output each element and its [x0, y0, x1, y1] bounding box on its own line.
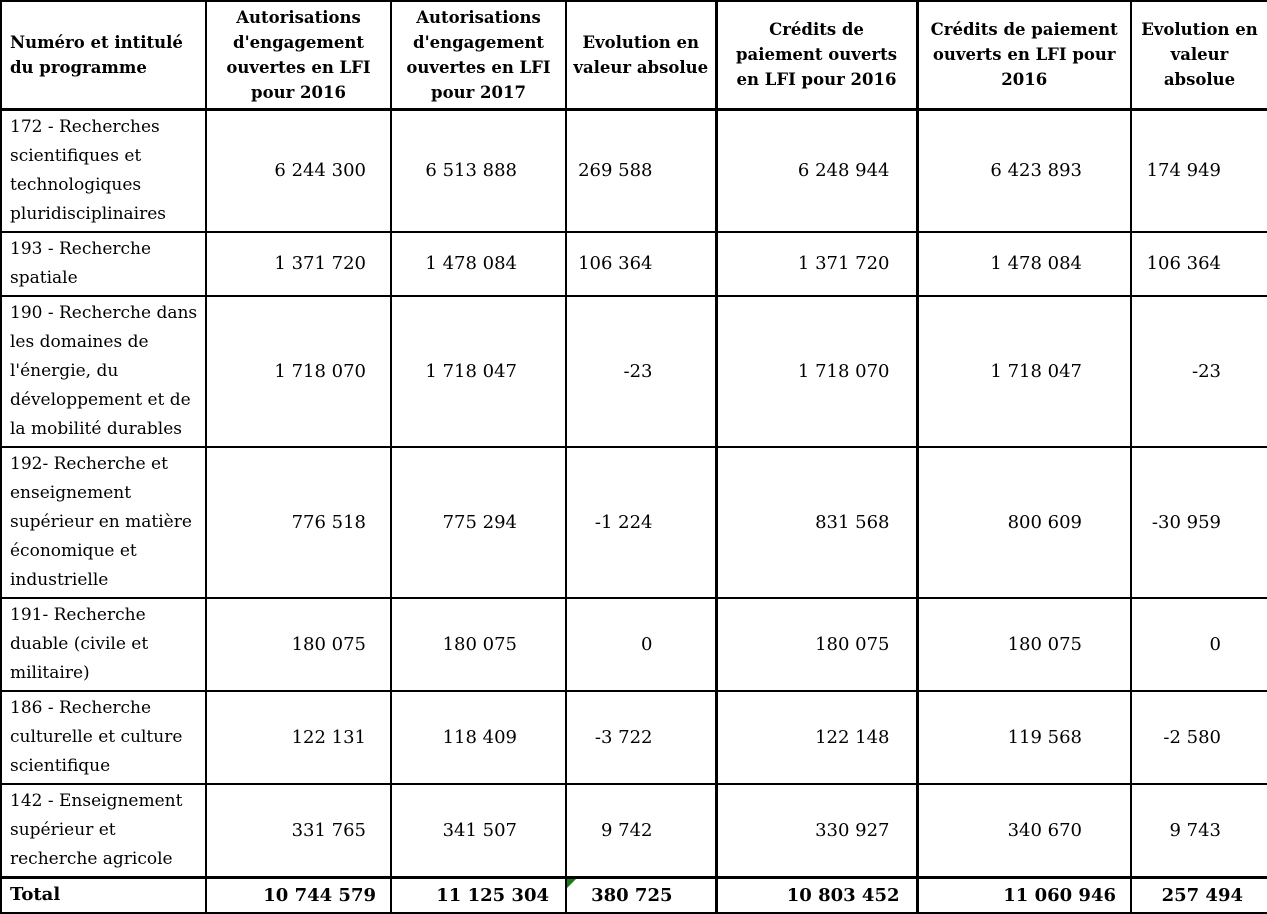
value-cell: 122 148: [714, 689, 918, 785]
value-cell: 775 294: [390, 445, 567, 599]
value-cell: -3 722: [565, 689, 717, 785]
total-value-cell: 10 803 452: [714, 875, 918, 914]
column-header-cp-2017: Crédits de paiement ouverts en LFI pour …: [915, 0, 1132, 111]
value-cell: 1 718 047: [390, 294, 567, 448]
value-cell: 180 075: [390, 596, 567, 692]
value-cell: 180 075: [915, 596, 1132, 692]
total-value: 380 725: [591, 884, 673, 906]
value-cell: 1 478 084: [915, 230, 1132, 297]
value-cell: 180 075: [714, 596, 918, 692]
value-cell: 0: [1130, 596, 1267, 692]
column-header-ae-2016: Autorisations d'engagement ouvertes en L…: [205, 0, 392, 111]
total-value-cell: 380 725: [565, 875, 717, 914]
program-cell: 191- Recherche duable (civile et militai…: [0, 596, 207, 692]
program-cell: 190 - Recherche dans les domaines de l'é…: [0, 294, 207, 448]
table-row: 192- Recherche et enseignement supérieur…: [0, 445, 1267, 599]
total-label-cell: Total: [0, 875, 207, 914]
table-row: 190 - Recherche dans les domaines de l'é…: [0, 294, 1267, 448]
value-cell: 106 364: [565, 230, 717, 297]
value-cell: 1 371 720: [714, 230, 918, 297]
value-cell: 106 364: [1130, 230, 1267, 297]
table-row: 186 - Recherche culturelle et culture sc…: [0, 689, 1267, 785]
value-cell: 118 409: [390, 689, 567, 785]
value-cell: 119 568: [915, 689, 1132, 785]
value-cell: 122 131: [205, 689, 392, 785]
total-value-cell: 11 060 946: [915, 875, 1132, 914]
value-cell: 776 518: [205, 445, 392, 599]
value-cell: 330 927: [714, 782, 918, 878]
table-row: 142 - Enseignement supérieur et recherch…: [0, 782, 1267, 878]
total-row: Total 10 744 579 11 125 304 380 725 10 8…: [0, 875, 1267, 914]
value-cell: -1 224: [565, 445, 717, 599]
table-row: 191- Recherche duable (civile et militai…: [0, 596, 1267, 692]
value-cell: 1 718 070: [714, 294, 918, 448]
program-cell: 172 - Recherches scientifiques et techno…: [0, 108, 207, 233]
value-cell: 1 718 070: [205, 294, 392, 448]
value-cell: -23: [565, 294, 717, 448]
table-row: 172 - Recherches scientifiques et techno…: [0, 108, 1267, 233]
value-cell: 6 423 893: [915, 108, 1132, 233]
value-cell: 180 075: [205, 596, 392, 692]
error-indicator-triangle: [568, 880, 576, 888]
column-header-evolution-ae: Evolution en valeur absolue: [565, 0, 717, 111]
value-cell: 1 371 720: [205, 230, 392, 297]
column-header-evolution-cp: Evolution en valeur absolue: [1130, 0, 1267, 111]
column-header-program: Numéro et intitulé du programme: [0, 0, 207, 111]
value-cell: 6 513 888: [390, 108, 567, 233]
table-row: 193 - Recherche spatiale 1 371 720 1 478…: [0, 230, 1267, 297]
value-cell: 269 588: [565, 108, 717, 233]
total-value-cell: 10 744 579: [205, 875, 392, 914]
value-cell: 800 609: [915, 445, 1132, 599]
value-cell: 9 742: [565, 782, 717, 878]
value-cell: 9 743: [1130, 782, 1267, 878]
value-cell: 1 718 047: [915, 294, 1132, 448]
value-cell: 6 248 944: [714, 108, 918, 233]
total-value-cell: 11 125 304: [390, 875, 567, 914]
value-cell: 174 949: [1130, 108, 1267, 233]
program-cell: 192- Recherche et enseignement supérieur…: [0, 445, 207, 599]
value-cell: 6 244 300: [205, 108, 392, 233]
value-cell: 1 478 084: [390, 230, 567, 297]
value-cell: -30 959: [1130, 445, 1267, 599]
column-header-ae-2017: Autorisations d'engagement ouvertes en L…: [390, 0, 567, 111]
value-cell: -23: [1130, 294, 1267, 448]
program-cell: 193 - Recherche spatiale: [0, 230, 207, 297]
total-value-cell: 257 494: [1130, 875, 1267, 914]
value-cell: 0: [565, 596, 717, 692]
value-cell: 341 507: [390, 782, 567, 878]
value-cell: 831 568: [714, 445, 918, 599]
value-cell: -2 580: [1130, 689, 1267, 785]
header-row: Numéro et intitulé du programme Autorisa…: [0, 0, 1267, 111]
column-header-cp-2016: Crédits de paiement ouverts en LFI pour …: [714, 0, 918, 111]
value-cell: 340 670: [915, 782, 1132, 878]
program-cell: 186 - Recherche culturelle et culture sc…: [0, 689, 207, 785]
value-cell: 331 765: [205, 782, 392, 878]
program-cell: 142 - Enseignement supérieur et recherch…: [0, 782, 207, 878]
